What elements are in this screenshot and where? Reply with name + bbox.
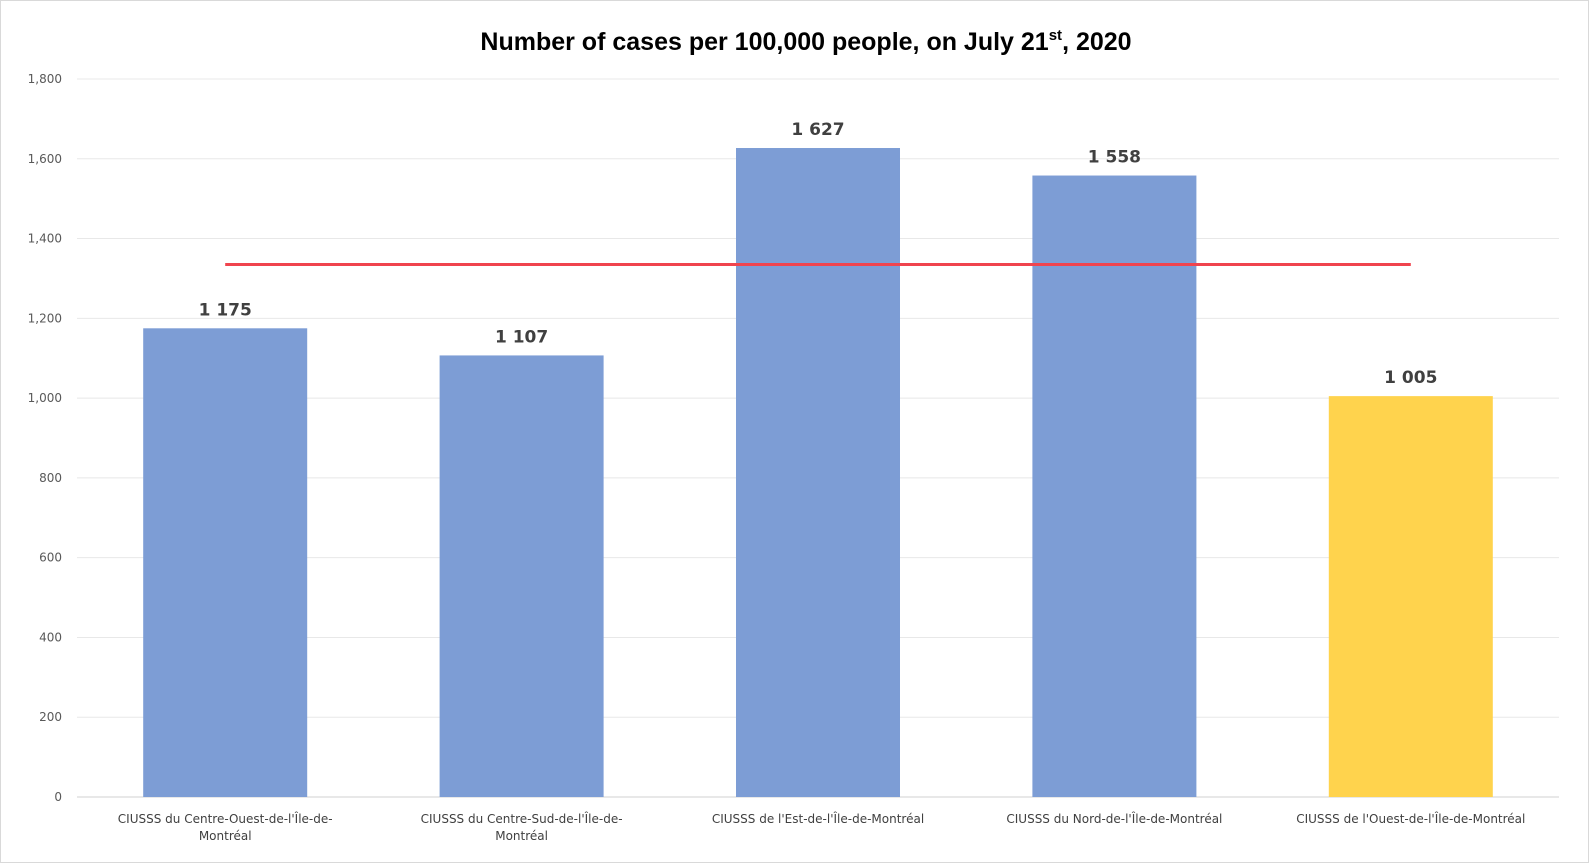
bar — [143, 328, 308, 797]
x-tick-label: CIUSSS du Centre-Ouest-de-l'Île-de- — [118, 811, 333, 826]
y-tick-label: 1,200 — [28, 311, 62, 325]
bar — [1328, 396, 1493, 797]
bar — [1032, 175, 1197, 797]
x-tick-label: CIUSSS de l'Est-de-l'Île-de-Montréal — [712, 811, 924, 826]
bar — [736, 148, 900, 797]
y-tick-label: 1,000 — [28, 391, 62, 405]
data-label: 1 175 — [199, 300, 252, 320]
data-label: 1 107 — [495, 327, 548, 347]
bar — [439, 355, 604, 797]
y-tick-label: 400 — [39, 630, 62, 644]
y-tick-label: 1,800 — [28, 72, 62, 86]
data-label: 1 558 — [1088, 148, 1141, 168]
chart-title: Number of cases per 100,000 people, on J… — [1, 27, 1589, 57]
chart-title-suffix: , 2020 — [1062, 28, 1132, 56]
y-tick-label: 0 — [54, 790, 62, 804]
y-tick-label: 200 — [39, 710, 62, 724]
x-tick-label: CIUSSS de l'Ouest-de-l'Île-de-Montréal — [1296, 811, 1525, 826]
data-label: 1 005 — [1384, 368, 1437, 388]
x-tick-label: CIUSSS du Nord-de-l'Île-de-Montréal — [1006, 811, 1222, 826]
chart-title-superscript: st — [1048, 27, 1063, 44]
data-label: 1 627 — [791, 120, 844, 140]
x-tick-label: Montréal — [199, 829, 252, 843]
x-tick-label: Montréal — [495, 829, 548, 843]
y-tick-label: 1,600 — [28, 152, 62, 166]
x-tick-label: CIUSSS du Centre-Sud-de-l'Île-de- — [421, 811, 623, 826]
y-tick-label: 1,400 — [28, 232, 62, 246]
y-tick-label: 600 — [39, 551, 62, 565]
chart-title-main: Number of cases per 100,000 people, on J… — [480, 28, 1049, 56]
y-tick-label: 800 — [39, 471, 62, 485]
